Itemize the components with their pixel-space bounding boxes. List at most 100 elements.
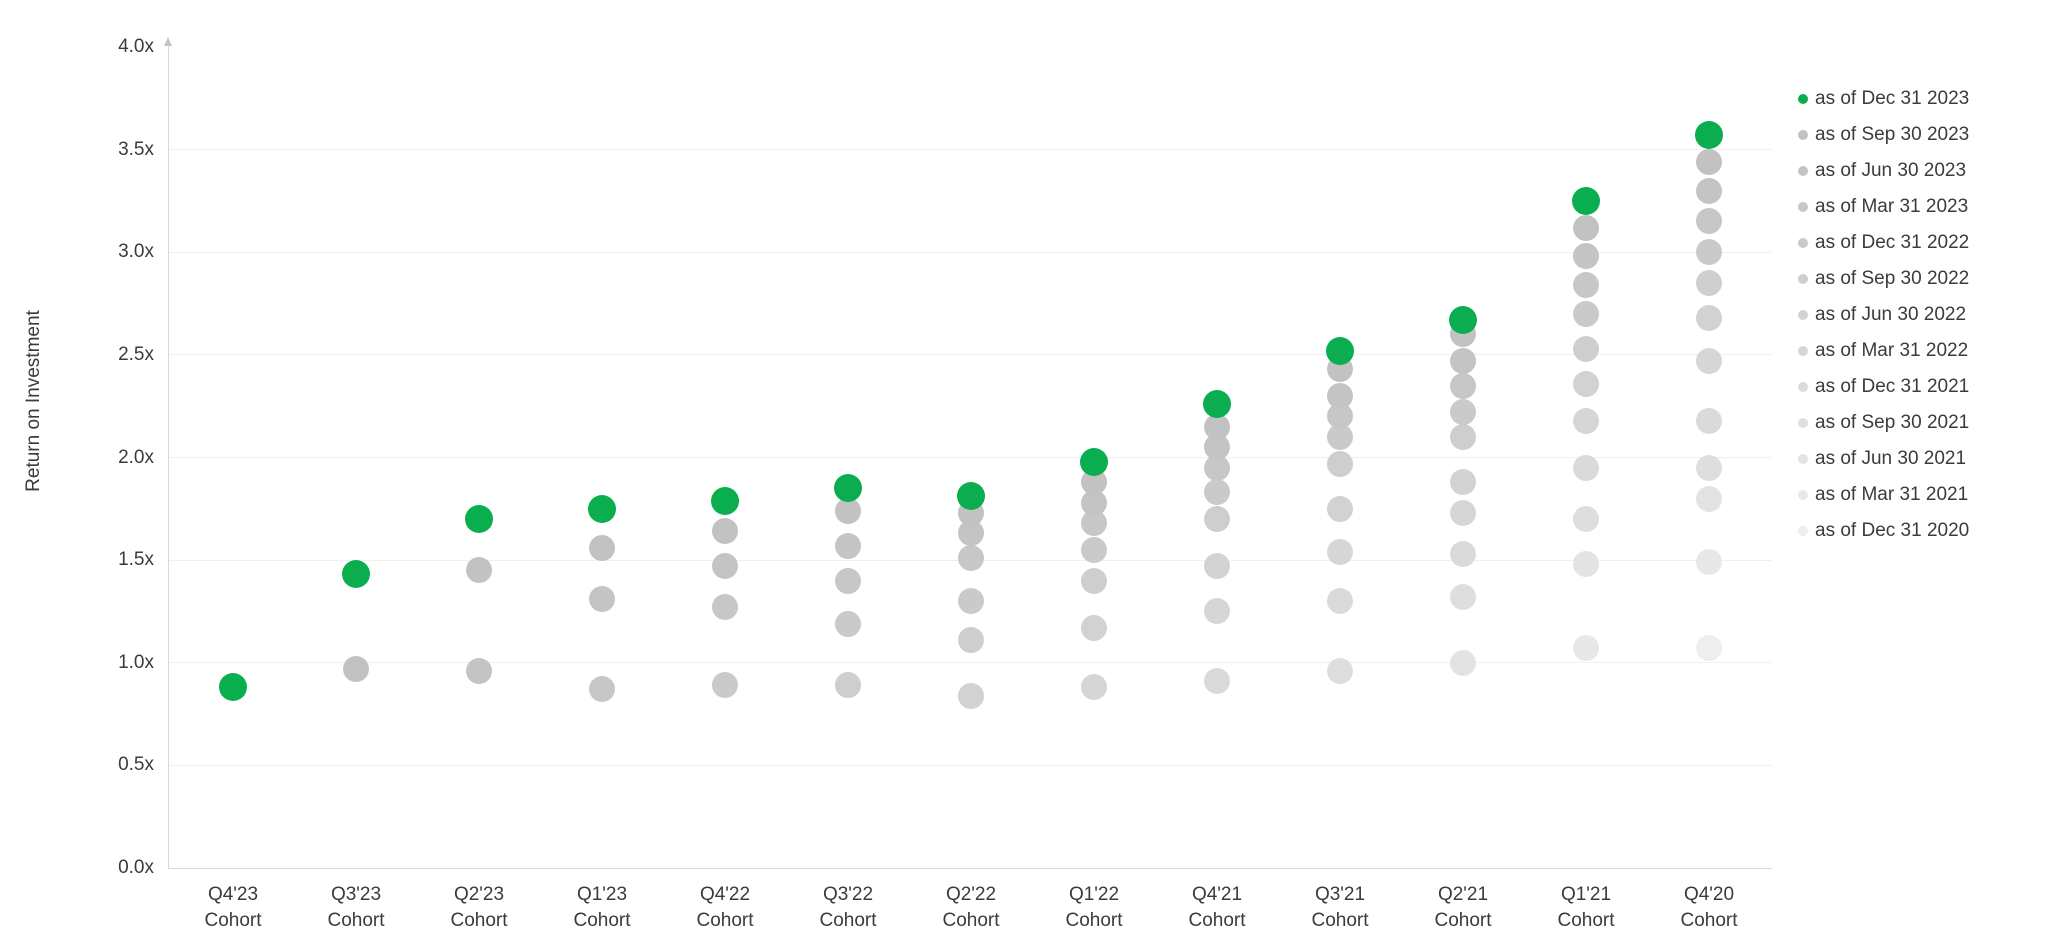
data-point <box>1450 469 1476 496</box>
data-point <box>1327 538 1353 565</box>
legend-swatch-icon <box>1798 310 1808 320</box>
data-point <box>1327 588 1353 615</box>
legend-item: as of Dec 31 2023 <box>1798 81 1969 117</box>
data-point <box>589 586 615 613</box>
gridline <box>168 764 1772 766</box>
data-point <box>712 594 738 621</box>
data-point <box>1573 272 1599 299</box>
data-point <box>1695 121 1723 150</box>
x-axis-label: Q4'22 Cohort <box>696 884 754 931</box>
data-point <box>835 532 861 559</box>
data-point <box>835 567 861 594</box>
legend-label: as of Jun 30 2023 <box>1815 160 1967 181</box>
y-tick-label: 1.0x <box>118 651 154 673</box>
legend-swatch-icon <box>1798 490 1808 500</box>
legend-label: as of Sep 30 2021 <box>1815 412 1970 433</box>
data-point <box>1450 348 1476 375</box>
data-point <box>1696 454 1722 481</box>
gridline <box>168 457 1772 458</box>
y-tick-label: 0.5x <box>118 754 154 776</box>
legend-label: as of Jun 30 2021 <box>1815 448 1967 469</box>
legend-item: as of Mar 31 2021 <box>1798 477 1969 513</box>
data-point <box>958 545 984 572</box>
legend-label: as of Dec 31 2020 <box>1815 520 1970 541</box>
data-point <box>342 560 370 589</box>
x-axis-label: Q1'23 Cohort <box>573 884 631 931</box>
legend: as of Dec 31 2023 as of Sep 30 2023 as of … <box>1798 81 1969 549</box>
y-tick-label: 2.5x <box>118 343 154 365</box>
data-point <box>1573 370 1599 397</box>
legend-label: as of Dec 31 2022 <box>1815 232 1970 253</box>
legend-swatch-icon <box>1798 418 1808 428</box>
y-tick-label: 1.5x <box>118 549 154 571</box>
data-point <box>1327 495 1353 522</box>
data-point <box>1327 450 1353 477</box>
legend-label: as of Sep 30 2022 <box>1815 268 1970 289</box>
y-tick-label: 0.0x <box>118 857 154 878</box>
data-point <box>1696 239 1722 266</box>
data-point <box>1204 668 1230 695</box>
data-point <box>1204 506 1230 533</box>
data-point <box>1573 335 1599 362</box>
data-point <box>589 676 615 703</box>
x-axis-label: Q2'22 Cohort <box>942 884 1000 931</box>
data-point <box>1204 413 1230 440</box>
data-point <box>711 486 739 515</box>
data-point <box>835 497 861 524</box>
data-point <box>835 672 861 699</box>
data-point <box>1449 305 1477 334</box>
x-axis-label: Q4'20 Cohort <box>1680 884 1738 931</box>
data-point <box>1081 614 1107 641</box>
legend-item: as of Dec 31 2020 <box>1798 513 1969 549</box>
data-point <box>1696 635 1722 662</box>
data-point <box>1696 208 1722 235</box>
data-point <box>1326 336 1354 365</box>
legend-label: as of Mar 31 2022 <box>1815 340 1969 361</box>
data-point <box>1696 549 1722 576</box>
data-point <box>589 534 615 561</box>
data-point <box>1450 540 1476 567</box>
data-point <box>712 553 738 580</box>
legend-swatch-icon <box>1798 238 1808 248</box>
data-point <box>1573 407 1599 434</box>
legend-item: as of Sep 30 2022 <box>1798 261 1969 297</box>
data-point <box>1573 506 1599 533</box>
y-tick-label: 4.0x <box>118 36 154 57</box>
data-point <box>1573 214 1599 241</box>
data-point <box>1573 635 1599 662</box>
data-point <box>466 657 492 684</box>
data-point <box>1696 304 1722 331</box>
data-point <box>1081 674 1107 701</box>
legend-swatch-icon <box>1798 454 1808 464</box>
data-point <box>1696 177 1722 204</box>
data-point <box>712 672 738 699</box>
data-point <box>835 610 861 637</box>
x-axis-label: Q4'21 Cohort <box>1188 884 1246 931</box>
legend-swatch-icon <box>1798 526 1808 536</box>
data-point <box>1572 186 1600 215</box>
data-point <box>1573 243 1599 270</box>
legend-item: as of Dec 31 2021 <box>1798 369 1969 405</box>
x-axis-label: Q3'23 Cohort <box>327 884 385 931</box>
legend-item: as of Sep 30 2021 <box>1798 405 1969 441</box>
data-point <box>958 682 984 709</box>
data-point <box>712 518 738 545</box>
legend-item: as of Dec 31 2022 <box>1798 225 1969 261</box>
data-point <box>1450 499 1476 526</box>
data-point <box>1204 479 1230 506</box>
gridline <box>168 149 1772 151</box>
x-axis-label: Q4'23 Cohort <box>204 884 262 931</box>
legend-swatch-icon <box>1798 94 1808 104</box>
legend-item: as of Sep 30 2023 <box>1798 117 1969 153</box>
data-point <box>1450 372 1476 399</box>
data-point <box>1696 485 1722 512</box>
data-point <box>1450 649 1476 676</box>
gridline <box>168 251 1772 253</box>
data-point <box>1204 553 1230 580</box>
legend-item: as of Jun 30 2023 <box>1798 153 1969 189</box>
data-point <box>1696 148 1722 175</box>
data-point <box>958 627 984 654</box>
x-axis-label: Q3'21 Cohort <box>1311 884 1369 931</box>
